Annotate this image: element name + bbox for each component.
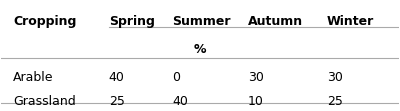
Text: 0: 0	[172, 71, 180, 84]
Text: Summer: Summer	[172, 15, 231, 28]
Text: Autumn: Autumn	[248, 15, 303, 28]
Text: 30: 30	[248, 71, 264, 84]
Text: Winter: Winter	[327, 15, 374, 28]
Text: 40: 40	[109, 71, 124, 84]
Text: 10: 10	[248, 95, 264, 108]
Text: 25: 25	[109, 95, 124, 108]
Text: Grassland: Grassland	[13, 95, 76, 108]
Text: 25: 25	[327, 95, 343, 108]
Text: Spring: Spring	[109, 15, 154, 28]
Text: Cropping: Cropping	[13, 15, 77, 28]
Text: 30: 30	[327, 71, 343, 84]
Text: 40: 40	[172, 95, 188, 108]
Text: %: %	[194, 43, 206, 56]
Text: Arable: Arable	[13, 71, 54, 84]
